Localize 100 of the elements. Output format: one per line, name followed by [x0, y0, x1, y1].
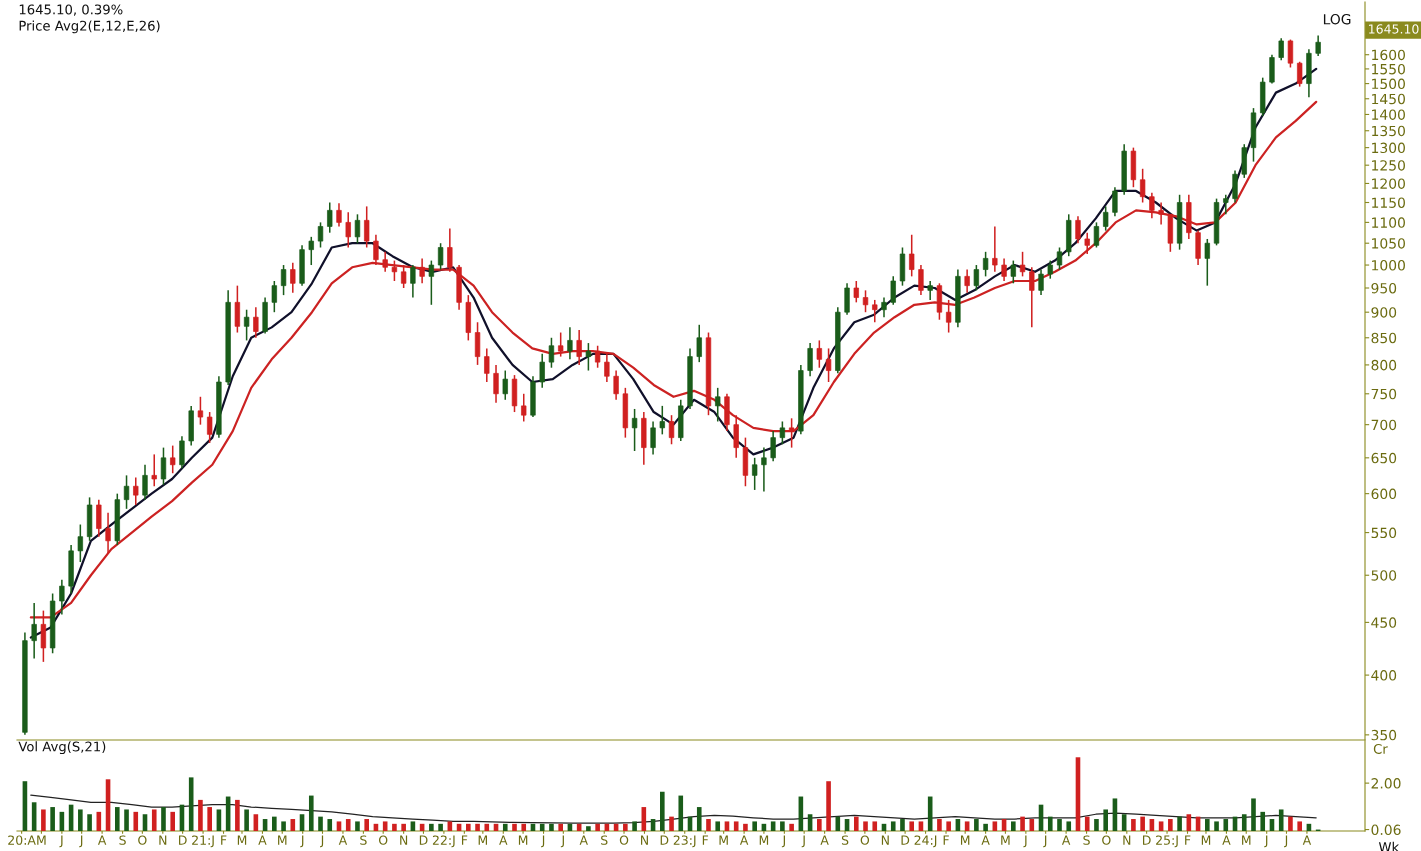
bar	[1223, 819, 1229, 831]
candlestick	[493, 364, 499, 404]
bar	[1094, 819, 1099, 831]
candlestick	[927, 280, 933, 301]
candlestick	[696, 324, 702, 363]
bar	[41, 809, 46, 831]
y-tick-label: 1500	[1372, 78, 1405, 90]
bar	[318, 816, 323, 831]
x-tick-label: N	[641, 835, 648, 845]
bar	[124, 809, 129, 831]
x-tick-label: O	[378, 835, 388, 845]
bar	[114, 807, 120, 831]
x-tick-label: J	[560, 835, 564, 848]
x-tick-label: 22:J	[432, 835, 455, 848]
bar	[1131, 819, 1136, 831]
x-tick-label: J	[59, 835, 63, 848]
annotation: LOG	[1323, 13, 1351, 25]
bar	[1168, 819, 1173, 831]
bar	[170, 811, 176, 831]
y-tick-label: 1400	[1372, 109, 1405, 120]
candlestick	[807, 342, 813, 377]
candlestick	[816, 339, 822, 369]
bar	[484, 823, 490, 831]
x-tick-label: N	[159, 835, 167, 845]
x-tick-label: S	[1083, 835, 1090, 845]
candlestick	[253, 306, 259, 339]
x-tick-label: D	[179, 835, 187, 845]
x-tick-label: F	[943, 835, 949, 845]
bar	[327, 819, 333, 831]
x-tick-label: A	[97, 835, 107, 845]
x-tick-label: A	[820, 835, 829, 845]
candlestick	[290, 262, 296, 294]
x-tick-label: S	[119, 835, 126, 845]
y-tick-label: 650	[1371, 452, 1397, 464]
y-tick-label: 1200	[1372, 178, 1405, 189]
x-tick-label: A	[981, 835, 990, 845]
bar	[937, 819, 942, 831]
candlestick	[1139, 168, 1146, 204]
candlestick	[234, 284, 241, 334]
candlestick	[336, 202, 342, 228]
x-tick-label: O	[1102, 835, 1111, 845]
y-tick-label: 600	[1371, 488, 1397, 500]
bar	[835, 816, 841, 831]
y-tick-label: 700	[1371, 419, 1397, 431]
bar	[1066, 821, 1072, 831]
y-tick-label: 1000	[1372, 260, 1405, 271]
bar	[632, 821, 637, 831]
bar	[1278, 809, 1284, 831]
candlestick	[1056, 246, 1063, 271]
x-tick-label: D	[660, 835, 669, 845]
bar	[696, 807, 702, 831]
y-tick-label: 1550	[1372, 63, 1405, 75]
candlestick	[271, 280, 277, 313]
candlestick	[982, 251, 989, 278]
bar	[586, 826, 591, 831]
x-tick-label: 23:J	[673, 835, 696, 848]
x-tick-label: M	[759, 835, 769, 845]
bar	[1251, 798, 1256, 831]
candlestick	[243, 308, 250, 342]
x-tick-label: A	[338, 835, 348, 845]
y-tick-label: 1050	[1372, 238, 1405, 249]
y-tick-label: 1350	[1372, 125, 1405, 137]
x-tick-label: M	[237, 835, 247, 845]
candlestick	[382, 251, 388, 273]
y-tick-label: 400	[1371, 670, 1397, 681]
candlestick	[594, 344, 601, 369]
bar	[438, 823, 443, 831]
x-tick-label: F	[1185, 835, 1191, 845]
x-tick-label: F	[221, 835, 227, 845]
bar	[549, 823, 554, 831]
candlestick	[170, 444, 176, 475]
bar	[974, 819, 979, 831]
candlestick	[123, 474, 130, 510]
bar	[1177, 816, 1182, 831]
x-tick-label: J	[541, 835, 545, 848]
bar	[715, 821, 721, 831]
x-tick-label: M	[37, 835, 46, 845]
bar	[475, 823, 480, 831]
candlestick	[788, 417, 795, 449]
candlestick	[770, 430, 776, 463]
bar	[817, 819, 822, 831]
x-tick-label: J	[1264, 835, 1268, 848]
y-tick-label: 1600	[1372, 49, 1405, 61]
x-tick-label: M	[478, 835, 487, 845]
y-tick-label: 850	[1371, 332, 1397, 344]
bar	[1288, 816, 1293, 831]
candlestick	[733, 414, 739, 459]
bar	[355, 821, 360, 831]
bar	[890, 821, 896, 831]
bar	[724, 821, 730, 831]
bar	[1241, 814, 1247, 831]
bar	[909, 821, 915, 831]
candlestick	[946, 299, 952, 334]
bar	[900, 819, 905, 831]
candlestick	[1158, 201, 1164, 226]
candlestick	[77, 523, 83, 563]
x-tick-label: J	[300, 835, 304, 848]
x-tick-label: D	[901, 835, 910, 845]
x-tick-label: J	[79, 835, 83, 848]
x-tick-label: N	[1123, 835, 1131, 845]
